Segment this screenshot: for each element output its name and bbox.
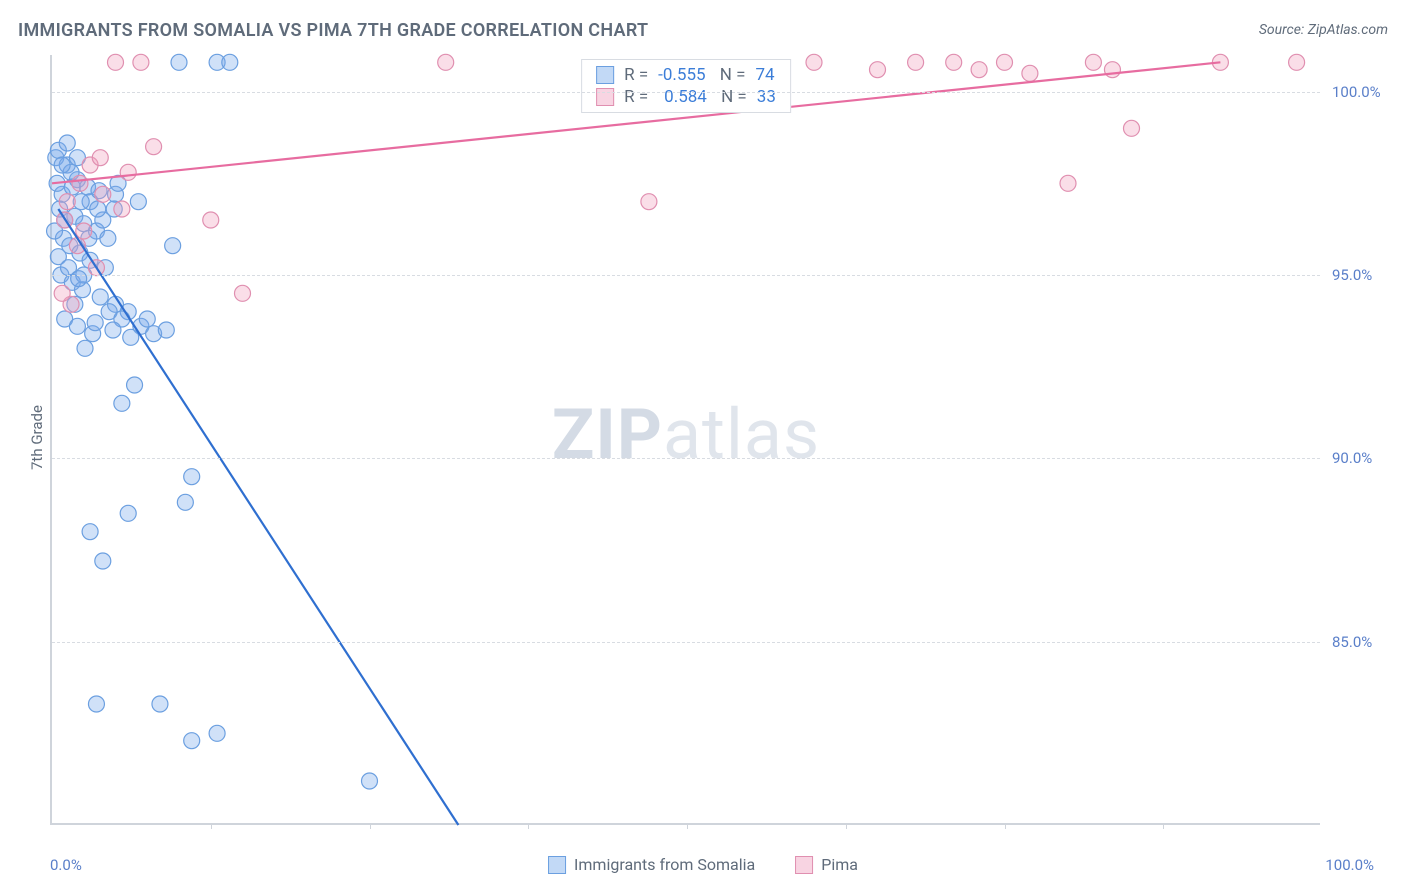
y-axis-label: 7th Grade — [28, 405, 46, 470]
stats-n-label: N = — [717, 87, 747, 107]
data-point — [641, 194, 657, 210]
data-point — [171, 54, 187, 70]
legend-label-series2: Pima — [821, 855, 858, 874]
scatter-svg — [52, 55, 1322, 825]
data-point — [1289, 54, 1305, 70]
data-point — [71, 271, 87, 287]
y-tick-label: 85.0% — [1332, 633, 1392, 651]
legend-item-series1: Immigrants from Somalia — [548, 855, 755, 874]
data-point — [971, 62, 987, 78]
data-point — [123, 329, 139, 345]
stats-swatch-series1 — [596, 66, 614, 84]
data-point — [92, 289, 108, 305]
data-point — [222, 54, 238, 70]
stats-r-series2: 0.584 — [664, 87, 707, 107]
data-point — [127, 377, 143, 393]
stats-row-series2: R = 0.584 N = 33 — [596, 86, 776, 108]
data-point — [130, 194, 146, 210]
plot-area: ZIPatlas R = -0.555 N = 74 R = 0.584 N =… — [50, 55, 1320, 825]
data-point — [72, 175, 88, 191]
data-point — [59, 135, 75, 151]
data-point — [1104, 62, 1120, 78]
data-point — [184, 733, 200, 749]
data-point — [114, 201, 130, 217]
stats-r-label: R = — [624, 87, 648, 107]
source-attribution: Source: ZipAtlas.com — [1259, 22, 1388, 38]
legend-swatch-series1 — [548, 856, 566, 874]
x-axis-max-label: 100.0% — [1325, 856, 1374, 874]
data-point — [997, 54, 1013, 70]
stats-n-label: N = — [716, 65, 746, 85]
data-point — [76, 223, 92, 239]
data-point — [87, 315, 103, 331]
legend-item-series2: Pima — [795, 855, 858, 874]
gridline-h — [52, 92, 1320, 93]
x-tick — [370, 823, 371, 829]
data-point — [54, 157, 70, 173]
data-point — [88, 696, 104, 712]
x-tick — [846, 823, 847, 829]
data-point — [90, 201, 106, 217]
data-point — [95, 186, 111, 202]
x-tick — [1163, 823, 1164, 829]
data-point — [108, 54, 124, 70]
data-point — [946, 54, 962, 70]
stats-n-series2: 33 — [757, 87, 776, 107]
gridline-h — [52, 458, 1320, 459]
data-point — [203, 212, 219, 228]
data-point — [114, 395, 130, 411]
data-point — [1124, 120, 1140, 136]
data-point — [235, 285, 251, 301]
x-tick — [1005, 823, 1006, 829]
gridline-h — [52, 275, 1320, 276]
data-point — [82, 524, 98, 540]
data-point — [69, 318, 85, 334]
data-point — [152, 696, 168, 712]
legend-swatch-series2 — [795, 856, 813, 874]
stats-row-series1: R = -0.555 N = 74 — [596, 64, 776, 86]
stats-r-label: R = — [624, 65, 648, 85]
data-point — [165, 238, 181, 254]
stats-r-series1: -0.555 — [658, 65, 705, 85]
x-tick — [687, 823, 688, 829]
data-point — [158, 322, 174, 338]
stats-box: R = -0.555 N = 74 R = 0.584 N = 33 — [581, 59, 791, 113]
regression-line — [58, 209, 458, 825]
data-point — [100, 230, 116, 246]
data-point — [139, 311, 155, 327]
data-point — [120, 505, 136, 521]
data-point — [120, 164, 136, 180]
data-point — [870, 62, 886, 78]
data-point — [177, 494, 193, 510]
data-point — [209, 725, 225, 741]
data-point — [77, 340, 93, 356]
legend-bottom: Immigrants from Somalia Pima — [548, 855, 858, 874]
stats-n-series1: 74 — [755, 65, 774, 85]
data-point — [146, 139, 162, 155]
x-tick — [528, 823, 529, 829]
data-point — [362, 773, 378, 789]
data-point — [806, 54, 822, 70]
data-point — [59, 194, 75, 210]
data-point — [1060, 175, 1076, 191]
data-point — [95, 553, 111, 569]
data-point — [54, 285, 70, 301]
x-tick — [211, 823, 212, 829]
data-point — [133, 54, 149, 70]
data-point — [1022, 65, 1038, 81]
data-point — [105, 322, 121, 338]
y-tick-label: 90.0% — [1332, 449, 1392, 467]
legend-label-series1: Immigrants from Somalia — [574, 855, 755, 874]
chart-container: IMMIGRANTS FROM SOMALIA VS PIMA 7TH GRAD… — [0, 0, 1406, 892]
data-point — [92, 150, 108, 166]
data-point — [184, 469, 200, 485]
x-axis-min-label: 0.0% — [50, 856, 82, 874]
y-tick-label: 95.0% — [1332, 266, 1392, 284]
gridline-h — [52, 642, 1320, 643]
data-point — [438, 54, 454, 70]
data-point — [908, 54, 924, 70]
chart-title: IMMIGRANTS FROM SOMALIA VS PIMA 7TH GRAD… — [18, 20, 648, 41]
y-tick-label: 100.0% — [1332, 83, 1392, 101]
data-point — [1085, 54, 1101, 70]
